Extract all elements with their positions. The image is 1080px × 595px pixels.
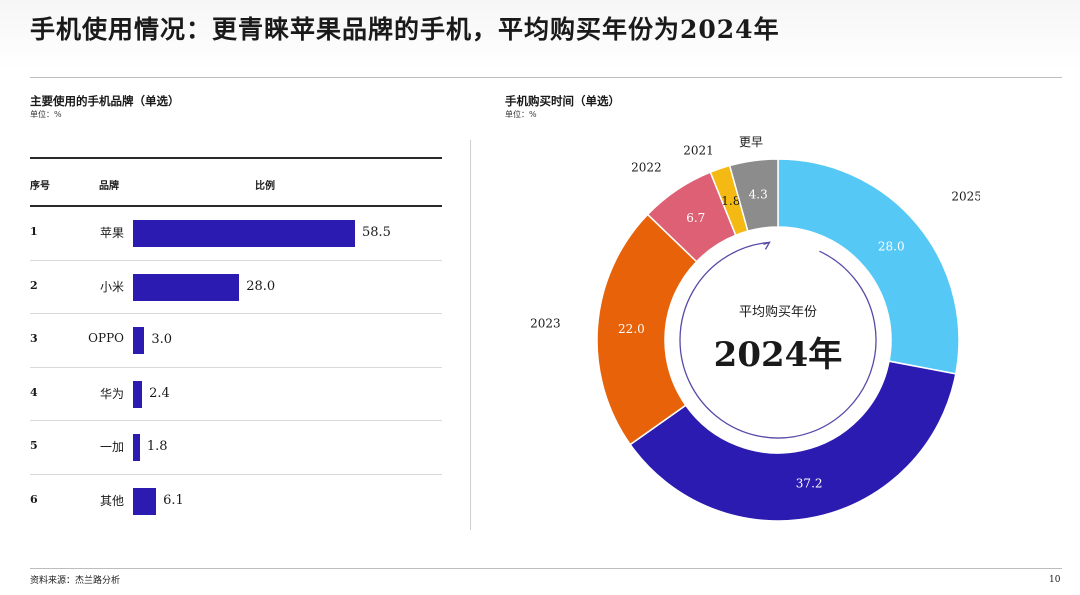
row-brand: 小米: [99, 279, 124, 294]
bar-value-label: 58.5: [362, 225, 391, 240]
bar-小米: [133, 273, 240, 301]
row-brand: 一加: [99, 440, 124, 454]
donut-slice-2025: [777, 158, 960, 375]
row-index: 3: [30, 332, 38, 345]
table-row: 4 华为 2.4: [30, 368, 442, 421]
donut-value-label: 22.0: [618, 322, 645, 336]
page-number: 10: [1049, 575, 1061, 585]
header-ratio: 比例: [255, 181, 275, 192]
row-brand: 苹果: [99, 226, 124, 240]
row-brand: 其他: [99, 493, 124, 508]
donut-value-label: 1.8: [721, 194, 740, 208]
donut-center-value: 2024年: [713, 335, 843, 375]
title-divider: [30, 77, 1062, 78]
donut-slice-2023: [596, 213, 698, 446]
donut-category-label: 更早: [739, 135, 763, 149]
purchase-donut-chart: 28.0 2025 37.2 2024 22.0 2023 6.7 2022 1.8 2021 4.…: [530, 135, 980, 550]
donut-category-label: 2024: [825, 548, 856, 550]
table-header: 序号 品牌 比例: [30, 159, 442, 205]
bar-value-label: 1.8: [146, 439, 168, 454]
brand-table: 序号 品牌 比例 1 苹果 58.5 2 小米 28.0 3 OPPO 3.0 4 华为 2.4 5 一加…: [30, 157, 442, 527]
header-brand: 品牌: [99, 181, 119, 192]
cycle-arrow-icon: [679, 241, 877, 439]
donut-value-label: 6.7: [686, 211, 705, 225]
donut-center-label: 平均购买年份: [738, 305, 817, 320]
table-row: 2 小米 28.0: [30, 261, 442, 314]
row-brand: 华为: [99, 386, 124, 401]
source-note: 资料来源：杰兰路分析: [30, 576, 121, 586]
bar-value-label: 2.4: [149, 385, 170, 401]
row-index: 1: [30, 225, 38, 238]
table-header-rule: [30, 205, 442, 207]
row-index: 5: [30, 439, 38, 452]
donut-category-label: 2025: [951, 190, 980, 204]
footer-divider: [30, 568, 1062, 569]
header-index: 序号: [30, 181, 50, 192]
donut-value-label: 4.3: [749, 187, 768, 201]
panel-divider: [470, 140, 471, 530]
donut-category-label: 2022: [631, 161, 662, 175]
brand-chart-title: 主要使用的手机品牌（单选）: [30, 94, 180, 108]
brand-chart-unit: 单位：%: [30, 110, 62, 119]
bar-其他: [133, 487, 157, 515]
bar-value-label: 28.0: [246, 278, 276, 294]
bar-OPPO: [133, 327, 145, 354]
purchase-chart-title: 手机购买时间（单选）: [505, 94, 620, 108]
row-index: 4: [30, 385, 38, 399]
donut-value-label: 28.0: [878, 239, 905, 253]
page-title: 手机使用情况：更青睐苹果品牌的手机，平均购买年份为2024年: [30, 15, 780, 44]
table-row: 1 苹果 58.5: [30, 207, 442, 261]
donut-slice-2024: [629, 360, 957, 522]
row-brand: OPPO: [88, 331, 124, 345]
bar-苹果: [133, 220, 355, 247]
bar-华为: [133, 380, 143, 408]
donut-slice-更早: [728, 158, 779, 233]
table-body: 1 苹果 58.5 2 小米 28.0 3 OPPO 3.0 4 华为 2.4 5 一加 1.8 6 其他 6.1: [30, 207, 442, 527]
table-row: 5 一加 1.8: [30, 421, 442, 475]
bar-value-label: 6.1: [163, 492, 184, 508]
row-index: 6: [30, 492, 38, 506]
bar-一加: [133, 434, 140, 461]
donut-category-label: 2023: [530, 317, 561, 331]
table-top-rule: [30, 157, 442, 159]
table-row: 3 OPPO 3.0: [30, 314, 442, 368]
arrowhead-icon: [763, 241, 771, 250]
table-row: 6 其他 6.1: [30, 475, 442, 528]
bar-value-label: 3.0: [151, 332, 173, 347]
row-index: 2: [30, 278, 38, 292]
donut-value-label: 37.2: [796, 477, 823, 491]
donut-category-label: 2021: [683, 144, 714, 158]
purchase-chart-unit: 单位：%: [505, 110, 537, 119]
